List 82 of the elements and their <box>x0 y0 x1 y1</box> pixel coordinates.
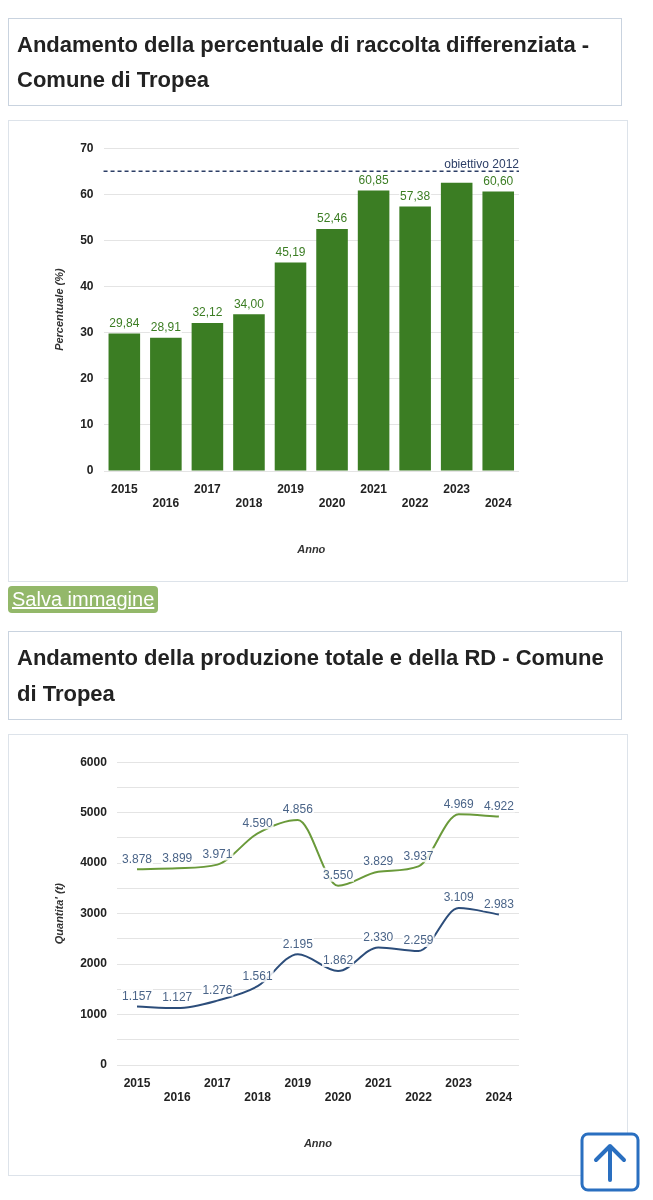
x-tick-label: 2018 <box>244 1089 272 1104</box>
bar <box>191 323 224 471</box>
x-tick-label: 2017 <box>204 1075 232 1090</box>
data-label: 1.561 <box>242 968 273 983</box>
text: Salva immagine <box>8 586 159 614</box>
data-label: 57,38 <box>400 189 431 204</box>
x-tick-label: 2019 <box>284 1075 312 1090</box>
y-tick-label: 10 <box>80 417 94 432</box>
data-label: 60,85 <box>358 173 389 188</box>
y-tick-label: 3000 <box>80 905 108 920</box>
data-label: 3.899 <box>162 850 193 865</box>
x-tick-label: 2020 <box>324 1089 352 1104</box>
x-tick-label: 2021 <box>360 481 388 496</box>
ref-line-label: obiettivo 2012 <box>444 156 520 171</box>
data-label: 45,19 <box>275 245 306 260</box>
y-tick-label: 1000 <box>80 1006 108 1021</box>
data-label: 2.330 <box>363 929 394 944</box>
chart-title: Andamento della percentuale di raccolta differenziata - Comune di Tropea <box>8 18 622 107</box>
x-tick-label: 2016 <box>163 1089 191 1104</box>
data-label: 3.937 <box>403 848 434 863</box>
data-label: 2.983 <box>483 896 515 911</box>
data-label: 2.195 <box>282 936 314 951</box>
data-label: 32,12 <box>192 305 223 320</box>
x-tick-label: 2022 <box>405 1089 433 1104</box>
data-label: 4.856 <box>282 802 314 816</box>
y-tick-label: 2000 <box>80 956 108 971</box>
data-label: 4.590 <box>242 815 273 830</box>
x-tick-label: 2024 <box>485 1089 513 1104</box>
data-label: 1.862 <box>323 953 354 968</box>
y-axis-title: Quantita' (t) <box>52 882 65 944</box>
data-label: 3.878 <box>121 851 153 866</box>
y-tick-label: 20 <box>80 371 94 386</box>
x-tick-label: 2024 <box>484 496 512 511</box>
bar <box>316 229 348 471</box>
y-tick-label: 40 <box>80 279 94 294</box>
x-tick-label: 2023 <box>445 1075 473 1090</box>
bar <box>482 191 515 471</box>
x-tick-label: 2016 <box>152 496 180 511</box>
x-tick-label: 2019 <box>277 481 305 496</box>
data-label: 2.259 <box>403 933 434 948</box>
data-label: 3.550 <box>323 867 354 882</box>
bar <box>150 338 182 471</box>
data-label: 29,84 <box>109 316 140 331</box>
x-tick-label: 2017 <box>194 481 222 496</box>
bar <box>233 314 265 471</box>
x-tick-label: 2021 <box>364 1075 392 1090</box>
data-label: 1.276 <box>202 982 233 997</box>
bar <box>274 262 307 471</box>
data-label: 4.922 <box>483 798 515 813</box>
y-tick-label: 30 <box>80 325 94 340</box>
chart-title: Andamento della produzione totale e della RD - Comune di Tropea <box>8 631 622 720</box>
y-tick-label: 60 <box>80 187 94 201</box>
y-tick-label: 4000 <box>80 855 108 870</box>
y-tick-label: 0 <box>100 1057 108 1072</box>
data-label: 1.127 <box>162 990 193 1005</box>
data-label: 4.969 <box>443 796 475 811</box>
bar <box>108 333 141 471</box>
y-tick-label: 0 <box>86 463 94 478</box>
x-tick-label: 2022 <box>401 496 429 511</box>
x-tick-label: 2020 <box>318 496 346 511</box>
y-tick-label: 5000 <box>80 804 108 819</box>
x-tick-label: 2015 <box>110 481 138 496</box>
x-axis-title: Anno <box>296 543 326 556</box>
data-label: 60,60 <box>483 174 514 189</box>
data-label: 52,46 <box>317 211 348 226</box>
data-label: 3.109 <box>443 890 475 905</box>
data-label: 1.157 <box>121 988 153 1003</box>
bar <box>399 206 431 471</box>
x-tick-label: 2023 <box>443 481 471 496</box>
data-label: 28,91 <box>150 320 182 335</box>
y-axis-title: Percentuale (%) <box>52 268 65 352</box>
data-label: 3.829 <box>363 853 394 868</box>
data-label: 3.971 <box>202 846 233 861</box>
y-tick-label: 50 <box>80 233 94 248</box>
x-tick-label: 2015 <box>123 1075 151 1090</box>
x-axis-title: Anno <box>302 1137 333 1150</box>
data-label: 34,00 <box>233 296 265 311</box>
bar <box>440 183 473 471</box>
y-tick-label: 6000 <box>80 754 108 769</box>
x-tick-label: 2018 <box>235 496 263 511</box>
y-tick-label: 70 <box>80 140 94 155</box>
bar <box>357 190 390 471</box>
